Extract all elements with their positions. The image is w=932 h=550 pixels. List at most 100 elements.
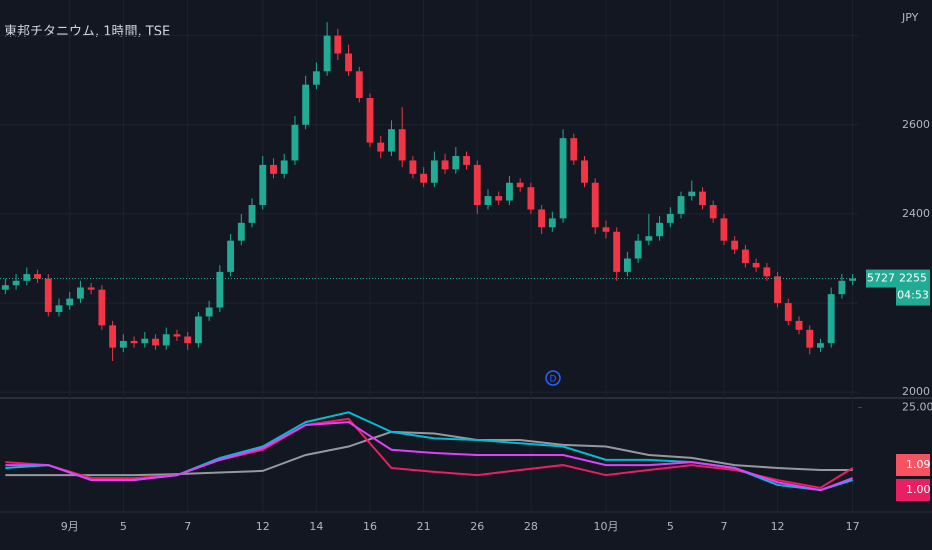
x-tick-label: 12 (771, 520, 785, 533)
candle-body (119, 340, 127, 348)
candle-body (570, 138, 578, 161)
x-tick-label: 5 (667, 520, 674, 533)
candle-body (152, 338, 159, 346)
candle-body (34, 274, 41, 279)
volume-label: 5727 (867, 272, 895, 285)
countdown: 04:53 (897, 289, 929, 302)
candle-body (355, 71, 363, 99)
currency: JPY (901, 11, 919, 24)
candle-body (817, 343, 824, 348)
candle-body (398, 129, 406, 161)
y-tick-label: 2400 (902, 207, 930, 220)
candle-body (409, 160, 417, 174)
x-tick-label: 26 (470, 520, 484, 533)
y-tick-label: 2600 (902, 118, 930, 131)
candle-body (763, 267, 771, 277)
candle-body (44, 278, 52, 312)
x-tick-label: 9月 (61, 520, 79, 533)
candle-body (581, 160, 588, 183)
x-tick-label: 5 (120, 520, 127, 533)
candle-body (548, 218, 556, 228)
candle-body (280, 160, 288, 174)
candle-body (1, 285, 9, 290)
candle-body (194, 316, 202, 344)
candle-body (666, 213, 674, 223)
price-label: 1.00 (906, 483, 931, 496)
x-tick-label: 21 (417, 520, 431, 533)
candle-body (109, 325, 117, 348)
candle-body (55, 305, 63, 312)
volume-label-bg (866, 269, 896, 288)
candle-body (645, 236, 653, 241)
candle-body (656, 222, 664, 237)
candle-body (302, 84, 310, 125)
x-tick-label: 28 (524, 520, 538, 533)
candle-body (430, 160, 438, 183)
last-price-bg (896, 269, 930, 306)
candle-body (538, 209, 546, 228)
candle-body (12, 280, 20, 286)
y-tick-label: 25.00 (902, 400, 932, 413)
candle-body (709, 205, 717, 219)
candle-body (98, 289, 106, 326)
candle-body (602, 227, 610, 232)
x-tick-label: 10月 (593, 520, 618, 533)
candle-body (87, 287, 95, 290)
candle-body (237, 222, 245, 241)
x-tick-label: 12 (256, 520, 270, 533)
candle-body (216, 271, 224, 308)
candle-body (827, 294, 835, 344)
candle-body (484, 196, 492, 206)
x-tick-label: 16 (363, 520, 377, 533)
y-tick-label: 2000 (902, 385, 930, 398)
indicator-line (5, 417, 854, 489)
candle-body (795, 320, 803, 330)
candle-body (452, 155, 460, 170)
candle-body (312, 71, 320, 85)
candle-body (506, 182, 513, 201)
event-marker-circle (545, 370, 561, 386)
candle-body (463, 155, 470, 165)
candle-body (259, 164, 267, 206)
candle-body (141, 338, 149, 344)
candle-body (184, 336, 192, 344)
candle-body (677, 196, 685, 214)
candle-body (270, 164, 277, 174)
candle-body (774, 276, 781, 304)
candle-body (377, 142, 385, 152)
candle-body (634, 240, 642, 259)
event-marker: D (550, 375, 557, 385)
last-price-label: 2255 (899, 272, 927, 285)
indicator-line (5, 421, 853, 492)
candle-body (345, 53, 352, 72)
candle-body (688, 191, 696, 197)
candle-body (613, 231, 621, 272)
price-label: 1.09 (906, 458, 931, 471)
candle-body (838, 280, 846, 295)
candle-body (162, 334, 170, 346)
candle-body (388, 129, 395, 152)
candle-body (849, 278, 857, 281)
candle-body (495, 196, 503, 201)
candle-body (527, 187, 535, 210)
candle-body (699, 191, 706, 206)
x-tick-label: 7 (184, 520, 191, 533)
x-tick-label: 17 (846, 520, 860, 533)
candle-body (559, 138, 567, 219)
x-tick-label: 7 (720, 520, 727, 533)
candle-body (752, 262, 760, 268)
candle-body (420, 173, 428, 183)
x-tick-label: 14 (309, 520, 323, 533)
candle-body (623, 258, 631, 272)
candle-body (227, 240, 235, 272)
candle-body (205, 307, 213, 317)
candle-body (731, 240, 739, 250)
candle-body (173, 334, 181, 337)
chart-title: 東邦チタニウム, 1時間, TSE (4, 24, 170, 40)
candle-body (291, 124, 299, 161)
candle-body (591, 182, 599, 228)
price-label-bg (896, 479, 930, 501)
candle-body (248, 205, 256, 223)
